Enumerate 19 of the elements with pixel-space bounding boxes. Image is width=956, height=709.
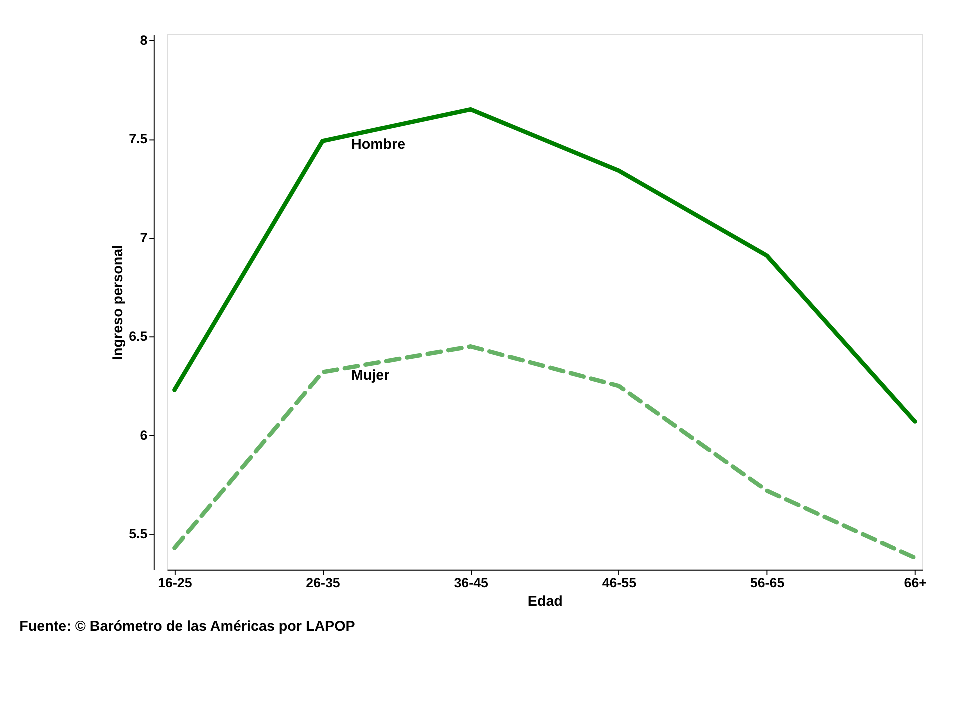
y-tick-label: 6	[140, 428, 148, 443]
y-tick-label: 5.5	[129, 526, 148, 542]
y-axis-title: Ingreso personal	[110, 244, 126, 360]
x-tick-label: 66+	[904, 576, 928, 591]
y-tick-label: 8	[140, 32, 148, 48]
series-label: Mujer	[351, 368, 390, 384]
x-tick-label: 56-65	[750, 576, 786, 591]
x-tick-label: 36-45	[454, 576, 490, 591]
line-series	[172, 344, 918, 560]
x-tick-label: 16-25	[158, 576, 193, 591]
y-tick-label: 6.5	[129, 329, 148, 344]
x-tick-label: 46-55	[602, 576, 638, 591]
line-series	[172, 107, 918, 424]
y-tick-label: 7	[140, 230, 148, 246]
series-label: Hombre	[351, 136, 406, 153]
x-tick-label: 26-35	[306, 576, 341, 591]
x-axis-title: Edad	[528, 594, 563, 610]
y-tick-label: 7.5	[129, 132, 148, 147]
source-note: Fuente: © Barómetro de las Américas por LAPOP	[20, 619, 356, 636]
